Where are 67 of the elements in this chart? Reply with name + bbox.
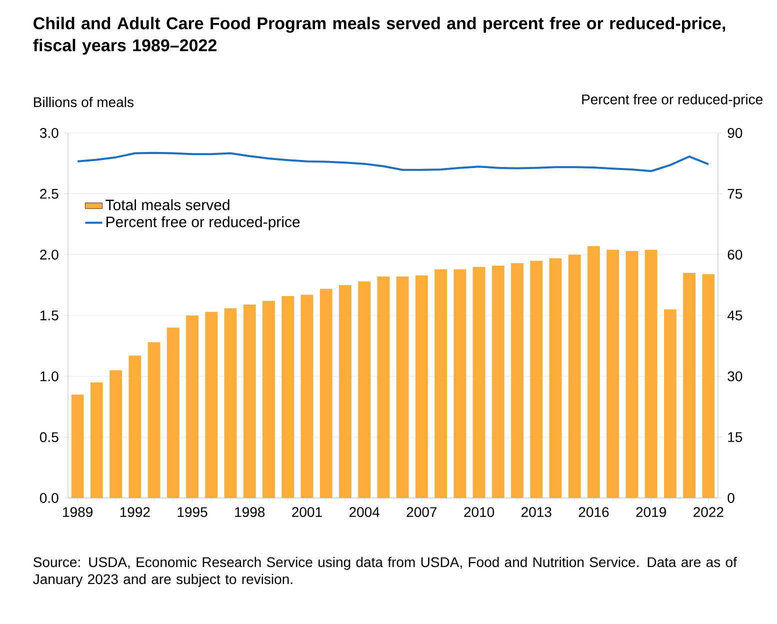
x-tick-label: 2004 <box>349 507 380 518</box>
y-tick-label: 0.0 <box>40 493 58 503</box>
x-tick-label: 2013 <box>522 507 552 518</box>
bar <box>186 315 198 498</box>
y-tick-label: 0.5 <box>40 432 58 442</box>
bar <box>511 263 524 498</box>
bar <box>664 309 676 498</box>
chart-title: Child and Adult Care Food Program meals served and percent free or reduced-price, fiscal years 1989–2022 <box>33 16 726 55</box>
y2-tick-label: 90 <box>728 128 742 138</box>
y-tick-label: 2.0 <box>40 250 58 260</box>
y2-tick-label: 45 <box>727 310 742 320</box>
bar <box>568 254 581 498</box>
legend-label: Percent free or reduced-price <box>106 216 300 230</box>
y2-tick-label: 15 <box>728 432 742 442</box>
source-note: Source: USDA, Economic Research Service using data from USDA, Food and Nutrition Service. Data are as of January 2023 and are subject to revision. <box>33 556 737 587</box>
bar <box>530 260 543 498</box>
x-tick-label: 1989 <box>63 507 92 518</box>
bar <box>396 276 409 498</box>
bar <box>549 258 562 498</box>
bar <box>90 382 103 498</box>
bar <box>606 250 620 498</box>
y-tick-label: 1.0 <box>40 371 58 382</box>
y2-axis-title: Percent free or reduced-price <box>582 94 762 108</box>
bar <box>300 294 314 498</box>
y-axis-title: Billions of meals <box>34 96 134 108</box>
y2-tick-label: 60 <box>728 250 742 260</box>
y2-tick-label: 30 <box>728 371 742 382</box>
bar <box>262 300 275 498</box>
x-tick-label: 2001 <box>292 507 322 518</box>
bar <box>71 394 84 498</box>
x-tick-label: 1998 <box>235 507 265 518</box>
y-tick-label: 3.0 <box>40 128 58 138</box>
x-tick-label: 2007 <box>406 507 437 518</box>
bar <box>472 266 486 498</box>
line-series <box>76 152 710 172</box>
bar <box>492 266 504 498</box>
bar <box>683 272 696 498</box>
bar <box>338 285 352 498</box>
bar <box>166 328 180 498</box>
bar <box>588 246 600 498</box>
x-tick-label: 2022 <box>694 507 724 518</box>
bar <box>148 342 160 498</box>
bar <box>626 251 638 498</box>
x-tick-label: 1992 <box>120 507 150 518</box>
bar <box>243 304 256 498</box>
bar <box>434 269 448 498</box>
bar <box>644 250 658 498</box>
bar <box>320 288 332 498</box>
y-tick-label: 2.5 <box>40 188 58 199</box>
bar <box>377 276 390 498</box>
y2-tick-label: 0 <box>728 493 734 503</box>
bar <box>702 274 715 498</box>
bar <box>282 296 294 498</box>
bar <box>224 308 237 498</box>
x-tick-label: 2016 <box>578 507 609 518</box>
bar <box>415 275 428 498</box>
bar <box>358 281 371 498</box>
bar <box>128 356 142 498</box>
x-tick-label: 2010 <box>464 507 494 518</box>
y2-tick-label: 75 <box>728 188 742 199</box>
y-tick-label: 1.5 <box>40 310 58 320</box>
x-tick-label: 1995 <box>178 507 208 518</box>
bar <box>454 269 466 498</box>
bar <box>110 370 122 498</box>
bar <box>205 312 218 498</box>
x-tick-label: 2019 <box>636 507 666 518</box>
legend-label: Total meals served <box>106 199 230 210</box>
